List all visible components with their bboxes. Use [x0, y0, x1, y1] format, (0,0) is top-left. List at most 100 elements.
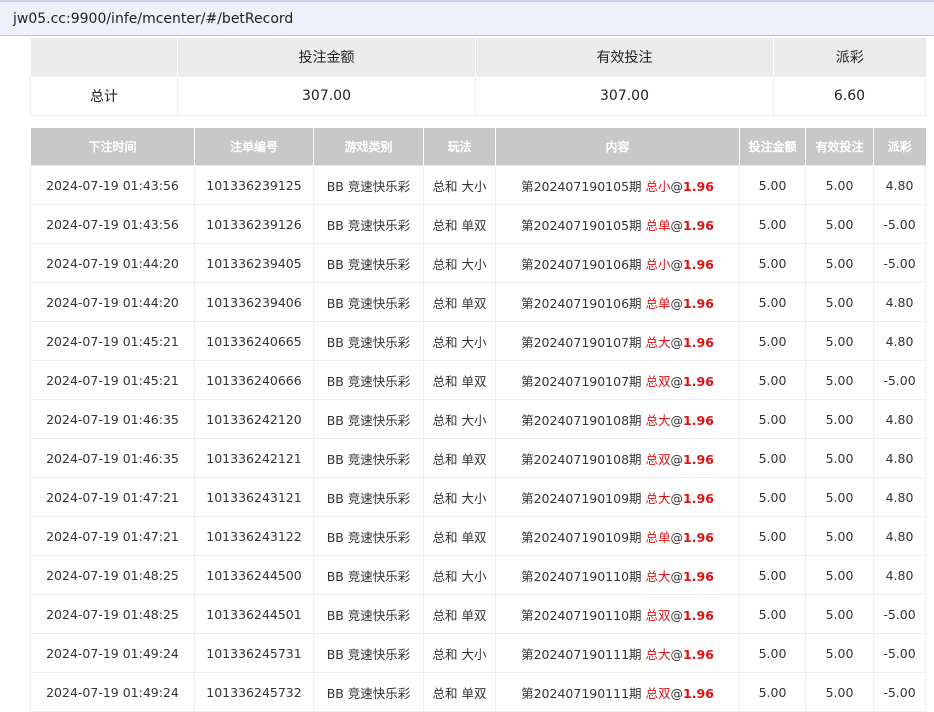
bet-id: 101336239406 — [194, 282, 314, 322]
issue-number: 第202407190111期 — [521, 685, 642, 701]
summary-row: 总计 307.00 307.00 6.60 — [30, 76, 926, 116]
game-type: BB 竞速快乐彩 — [313, 243, 424, 283]
valid-bet: 5.00 — [805, 438, 874, 478]
payout: 4.80 — [873, 399, 926, 439]
bet-amount: 5.00 — [739, 399, 806, 439]
bet-amount: 5.00 — [739, 594, 806, 634]
bet-content: 第202407190106期 总小@1.96 — [495, 243, 740, 283]
payout: 4.80 — [873, 438, 926, 478]
valid-bet: 5.00 — [805, 399, 874, 439]
summary-valid-bet: 307.00 — [475, 76, 774, 116]
table-row: 2024-07-19 01:44:20 101336239405 BB 竞速快乐彩总… — [30, 243, 926, 283]
bet-time: 2024-07-19 01:47:21 — [30, 516, 195, 556]
play-type: 总和 大小 — [423, 555, 496, 595]
summary-bet-amount: 307.00 — [177, 76, 476, 116]
bet-option: 总小 — [645, 178, 671, 194]
issue-number: 第202407190105期 — [521, 217, 642, 233]
summary-header-cell: 投注金额 — [177, 38, 476, 77]
play-type: 总和 单双 — [423, 594, 496, 634]
game-type: BB 竞速快乐彩 — [313, 594, 424, 634]
valid-bet: 5.00 — [805, 204, 874, 244]
column-header: 玩法 — [423, 128, 496, 166]
valid-bet: 5.00 — [805, 594, 874, 634]
bet-content: 第202407190108期 总双@1.96 — [495, 438, 740, 478]
payout: -5.00 — [873, 204, 926, 244]
bet-time: 2024-07-19 01:45:21 — [30, 321, 195, 361]
bet-option: 总大 — [645, 568, 671, 584]
at-sign: @ — [670, 568, 684, 584]
odds: 1.96 — [683, 178, 714, 194]
game-type: BB 竞速快乐彩 — [313, 360, 424, 400]
play-type: 总和 单双 — [423, 204, 496, 244]
table-row: 2024-07-19 01:48:25 101336244501 BB 竞速快乐彩总… — [30, 594, 926, 634]
issue-number: 第202407190107期 — [521, 334, 642, 350]
bet-id: 101336239125 — [194, 165, 314, 205]
odds: 1.96 — [683, 529, 714, 545]
at-sign: @ — [670, 256, 684, 272]
bet-amount: 5.00 — [739, 477, 806, 517]
bet-content: 第202407190107期 总双@1.96 — [495, 360, 740, 400]
bet-time: 2024-07-19 01:44:20 — [30, 243, 195, 283]
bet-option: 总大 — [645, 646, 671, 662]
table-row: 2024-07-19 01:47:21 101336243122 BB 竞速快乐彩总… — [30, 516, 926, 556]
issue-number: 第202407190111期 — [521, 646, 642, 662]
bet-option: 总大 — [645, 334, 671, 350]
at-sign: @ — [670, 685, 684, 701]
bet-content: 第202407190107期 总大@1.96 — [495, 321, 740, 361]
at-sign: @ — [670, 178, 684, 194]
bet-time: 2024-07-19 01:43:56 — [30, 165, 195, 205]
odds: 1.96 — [683, 490, 714, 506]
table-row: 2024-07-19 01:45:21 101336240665 BB 竞速快乐彩总… — [30, 321, 926, 361]
url-text: jw05.cc:9900/infe/mcenter/#/betRecord — [13, 10, 294, 27]
play-type: 总和 大小 — [423, 633, 496, 673]
bet-amount: 5.00 — [739, 165, 806, 205]
payout: 4.80 — [873, 555, 926, 595]
odds: 1.96 — [683, 334, 714, 350]
valid-bet: 5.00 — [805, 282, 874, 322]
play-type: 总和 大小 — [423, 321, 496, 361]
bet-time: 2024-07-19 01:46:35 — [30, 438, 195, 478]
odds: 1.96 — [683, 217, 714, 233]
bet-option: 总单 — [645, 529, 671, 545]
valid-bet: 5.00 — [805, 243, 874, 283]
column-header: 有效投注 — [805, 128, 874, 166]
valid-bet: 5.00 — [805, 321, 874, 361]
play-type: 总和 大小 — [423, 399, 496, 439]
bet-content: 第202407190108期 总大@1.96 — [495, 399, 740, 439]
bet-content: 第202407190109期 总单@1.96 — [495, 516, 740, 556]
bet-id: 101336245732 — [194, 672, 314, 712]
bet-amount: 5.00 — [739, 633, 806, 673]
at-sign: @ — [670, 451, 684, 467]
payout: 4.80 — [873, 477, 926, 517]
bet-option: 总双 — [645, 373, 671, 389]
bet-amount: 5.00 — [739, 672, 806, 712]
game-type: BB 竞速快乐彩 — [313, 477, 424, 517]
bet-option: 总单 — [645, 295, 671, 311]
bet-amount: 5.00 — [739, 243, 806, 283]
bet-time: 2024-07-19 01:47:21 — [30, 477, 195, 517]
issue-number: 第202407190107期 — [521, 373, 642, 389]
summary-label: 总计 — [30, 76, 178, 116]
bet-amount: 5.00 — [739, 321, 806, 361]
bet-option: 总大 — [645, 490, 671, 506]
address-bar[interactable]: jw05.cc:9900/infe/mcenter/#/betRecord — [0, 0, 934, 36]
bet-amount: 5.00 — [739, 282, 806, 322]
game-type: BB 竞速快乐彩 — [313, 282, 424, 322]
bet-content: 第202407190105期 总小@1.96 — [495, 165, 740, 205]
table-row: 2024-07-19 01:49:24 101336245732 BB 竞速快乐彩总… — [30, 672, 926, 712]
summary-payout: 6.60 — [773, 76, 926, 116]
bet-id: 101336239405 — [194, 243, 314, 283]
play-type: 总和 大小 — [423, 477, 496, 517]
bet-content: 第202407190110期 总双@1.96 — [495, 594, 740, 634]
payout: 4.80 — [873, 516, 926, 556]
at-sign: @ — [670, 412, 684, 428]
bet-id: 101336244501 — [194, 594, 314, 634]
payout: -5.00 — [873, 594, 926, 634]
bet-option: 总双 — [645, 451, 671, 467]
game-type: BB 竞速快乐彩 — [313, 399, 424, 439]
bet-content: 第202407190110期 总大@1.96 — [495, 555, 740, 595]
issue-number: 第202407190109期 — [521, 490, 642, 506]
summary-header-cell — [30, 38, 178, 77]
column-header: 下注时间 — [30, 128, 195, 166]
valid-bet: 5.00 — [805, 360, 874, 400]
